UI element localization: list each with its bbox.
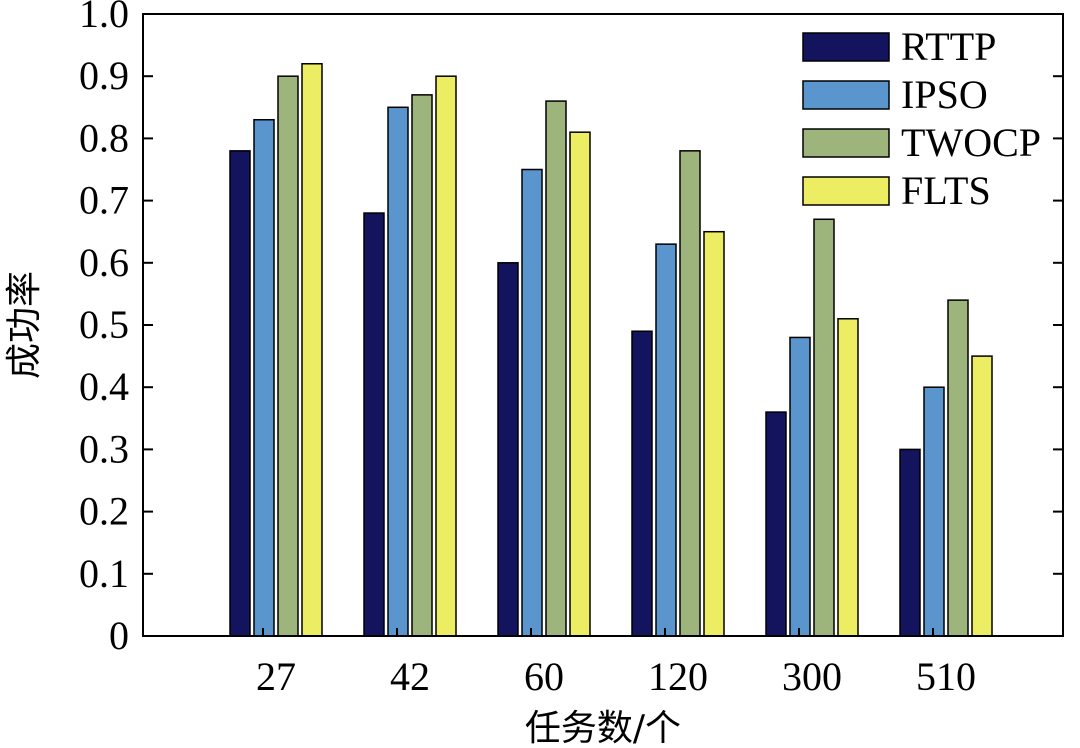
bar-rttp-300 — [765, 411, 787, 637]
legend-swatch-flts — [802, 176, 890, 206]
x-tick-label: 510 — [916, 654, 976, 699]
legend-label-twocp: TWOCP — [901, 120, 1041, 165]
x-tick-label: 300 — [782, 654, 842, 699]
x-tick-label: 60 — [524, 654, 564, 699]
x-tick-label: 120 — [648, 654, 708, 699]
y-tick-label: 0.7 — [79, 178, 129, 223]
legend-swatch-twocp — [802, 128, 890, 158]
bar-twocp-42 — [411, 94, 433, 637]
y-tick-label: 0.6 — [79, 240, 129, 285]
bar-flts-510 — [971, 355, 993, 637]
x-axis: 27 42 60 120 300 510 — [256, 628, 976, 699]
y-tick-label: 1.0 — [79, 0, 129, 36]
y-tick-label: 0.5 — [79, 302, 129, 347]
bar-twocp-27 — [277, 75, 299, 637]
legend-label-rttp: RTTP — [901, 24, 996, 69]
bar-rttp-42 — [363, 212, 385, 637]
legend-label-ipso: IPSO — [901, 72, 988, 117]
y-axis-title: 成功率 — [4, 271, 45, 379]
legend-swatch-ipso — [802, 80, 890, 110]
y-tick-label: 0.3 — [79, 426, 129, 471]
x-axis-title: 任务数/个 — [525, 708, 681, 748]
legend-swatch-rttp — [802, 32, 890, 62]
bar-ipso-120 — [655, 243, 677, 637]
y-tick-label: 0 — [109, 613, 129, 658]
bar-flts-120 — [703, 230, 725, 637]
bar-ipso-60 — [521, 168, 543, 637]
y-tick-label: 0.9 — [79, 53, 129, 98]
bar-flts-60 — [569, 131, 591, 637]
x-tick-label: 27 — [256, 654, 296, 699]
y-tick-label: 0.8 — [79, 115, 129, 160]
bar-twocp-120 — [679, 150, 701, 637]
bar-flts-27 — [301, 63, 323, 637]
bar-flts-300 — [837, 318, 859, 637]
bar-rttp-510 — [899, 448, 921, 637]
bar-ipso-510 — [923, 386, 945, 637]
bar-rttp-60 — [497, 262, 519, 637]
y-axis: 0 0.1 0.2 0.3 0.4 0.5 0.6 0.7 0.8 0.9 1.0 — [79, 0, 1063, 658]
bar-twocp-60 — [545, 100, 567, 637]
bars-layer — [229, 63, 993, 637]
bar-twocp-300 — [813, 218, 835, 637]
x-tick-label: 42 — [390, 654, 430, 699]
legend-label-flts: FLTS — [901, 168, 991, 213]
bar-ipso-42 — [387, 106, 409, 637]
y-tick-label: 0.2 — [79, 489, 129, 534]
bar-rttp-27 — [229, 150, 251, 637]
bar-ipso-27 — [253, 118, 275, 637]
bar-ipso-300 — [789, 336, 811, 637]
bar-twocp-510 — [947, 299, 969, 637]
bar-flts-42 — [435, 75, 457, 637]
y-tick-label: 0.1 — [79, 551, 129, 596]
bar-rttp-120 — [631, 330, 653, 637]
y-tick-label: 0.4 — [79, 364, 129, 409]
